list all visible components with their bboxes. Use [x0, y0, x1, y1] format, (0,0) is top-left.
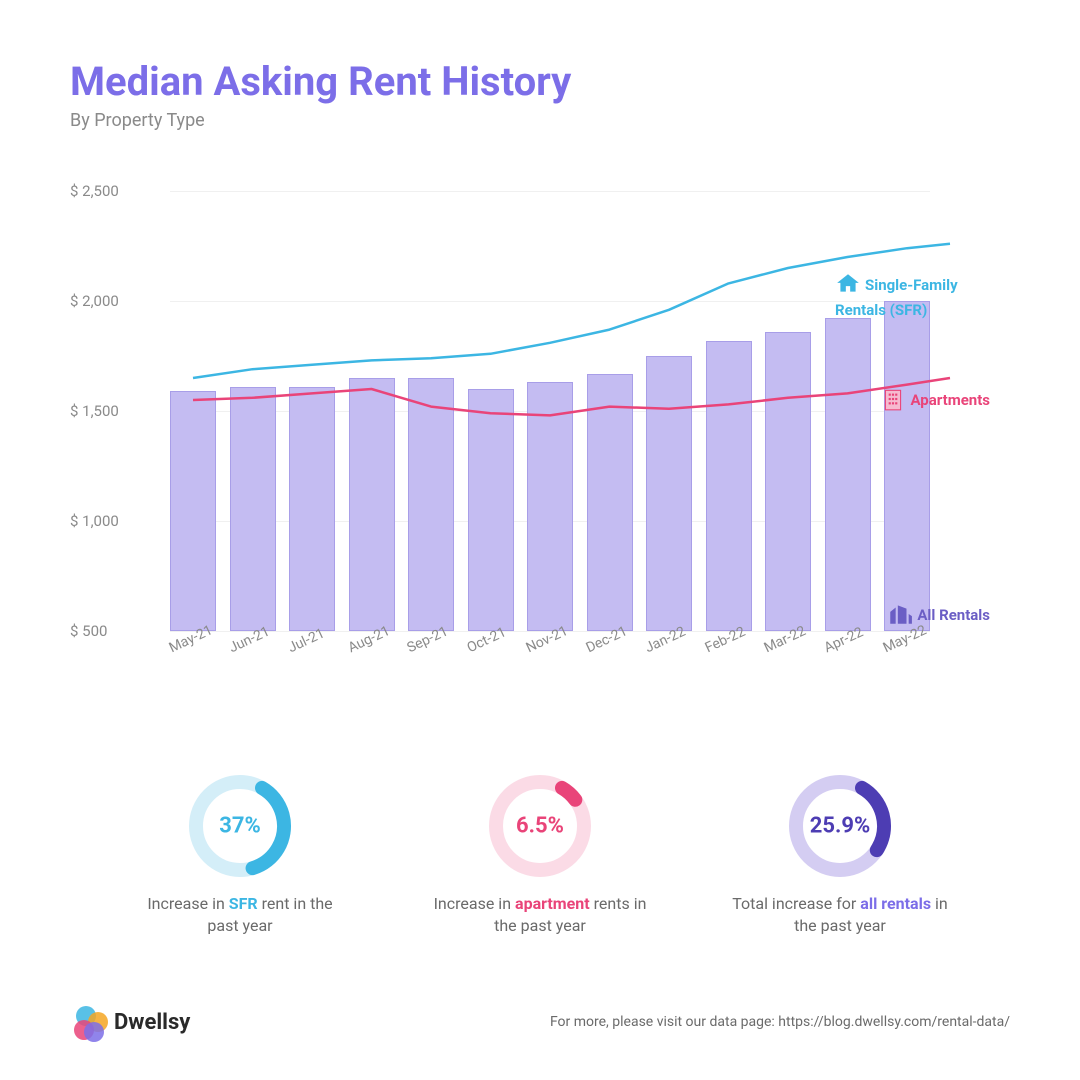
stats-row: 37% Increase in SFR rent in the past year… — [70, 771, 1010, 938]
apartments-series-label: Apartments — [880, 386, 990, 416]
buildings-icon — [887, 601, 913, 631]
stat-sfr: 37% Increase in SFR rent in the past year — [130, 771, 350, 938]
page-title: Median Asking Rent History — [70, 60, 1010, 104]
stat-all: 25.9% Total increase for all rentals in t… — [730, 771, 950, 938]
logo-text: Dwellsy — [114, 1010, 190, 1035]
all-label-text: All Rentals — [917, 606, 990, 624]
y-tick-label: $ 500 — [70, 622, 107, 640]
footer: Dwellsy For more, please visit our data … — [70, 1004, 1010, 1040]
building-icon — [880, 386, 906, 416]
apt-label-text: Apartments — [910, 391, 990, 409]
all-rentals-series-label: All Rentals — [887, 601, 990, 631]
logo-mark-icon — [70, 1004, 106, 1040]
page-subtitle: By Property Type — [70, 110, 1010, 131]
y-tick-label: $ 1,500 — [70, 402, 119, 420]
apartments-line — [193, 378, 950, 415]
sfr-series-label: Single-Family Rentals (SFR) — [835, 271, 1005, 319]
y-tick-label: $ 2,000 — [70, 292, 119, 310]
stat-caption: Increase in SFR rent in the past year — [130, 893, 350, 938]
stat-caption: Total increase for all rentals in the pa… — [730, 893, 950, 938]
stat-percent: 6.5% — [516, 814, 564, 839]
stat-percent: 25.9% — [810, 814, 871, 839]
chart: $ 2,500$ 2,000$ 1,500$ 1,000$ 500 Single… — [70, 191, 1010, 731]
x-axis: May-21Jun-21Jul-21Aug-21Sep-21Oct-21Nov-… — [170, 641, 930, 657]
y-axis: $ 2,500$ 2,000$ 1,500$ 1,000$ 500 — [70, 191, 160, 631]
y-tick-label: $ 1,000 — [70, 512, 119, 530]
y-tick-label: $ 2,500 — [70, 182, 119, 200]
house-icon — [835, 271, 861, 301]
stat-apartments: 6.5% Increase in apartment rents in the p… — [430, 771, 650, 938]
plot-area: Single-Family Rentals (SFR) Apartments A… — [170, 191, 930, 631]
logo: Dwellsy — [70, 1004, 190, 1040]
lines-group — [170, 191, 930, 631]
footer-note: For more, please visit our data page: ht… — [550, 1014, 1010, 1030]
stat-percent: 37% — [219, 814, 261, 839]
stat-caption: Increase in apartment rents in the past … — [430, 893, 650, 938]
